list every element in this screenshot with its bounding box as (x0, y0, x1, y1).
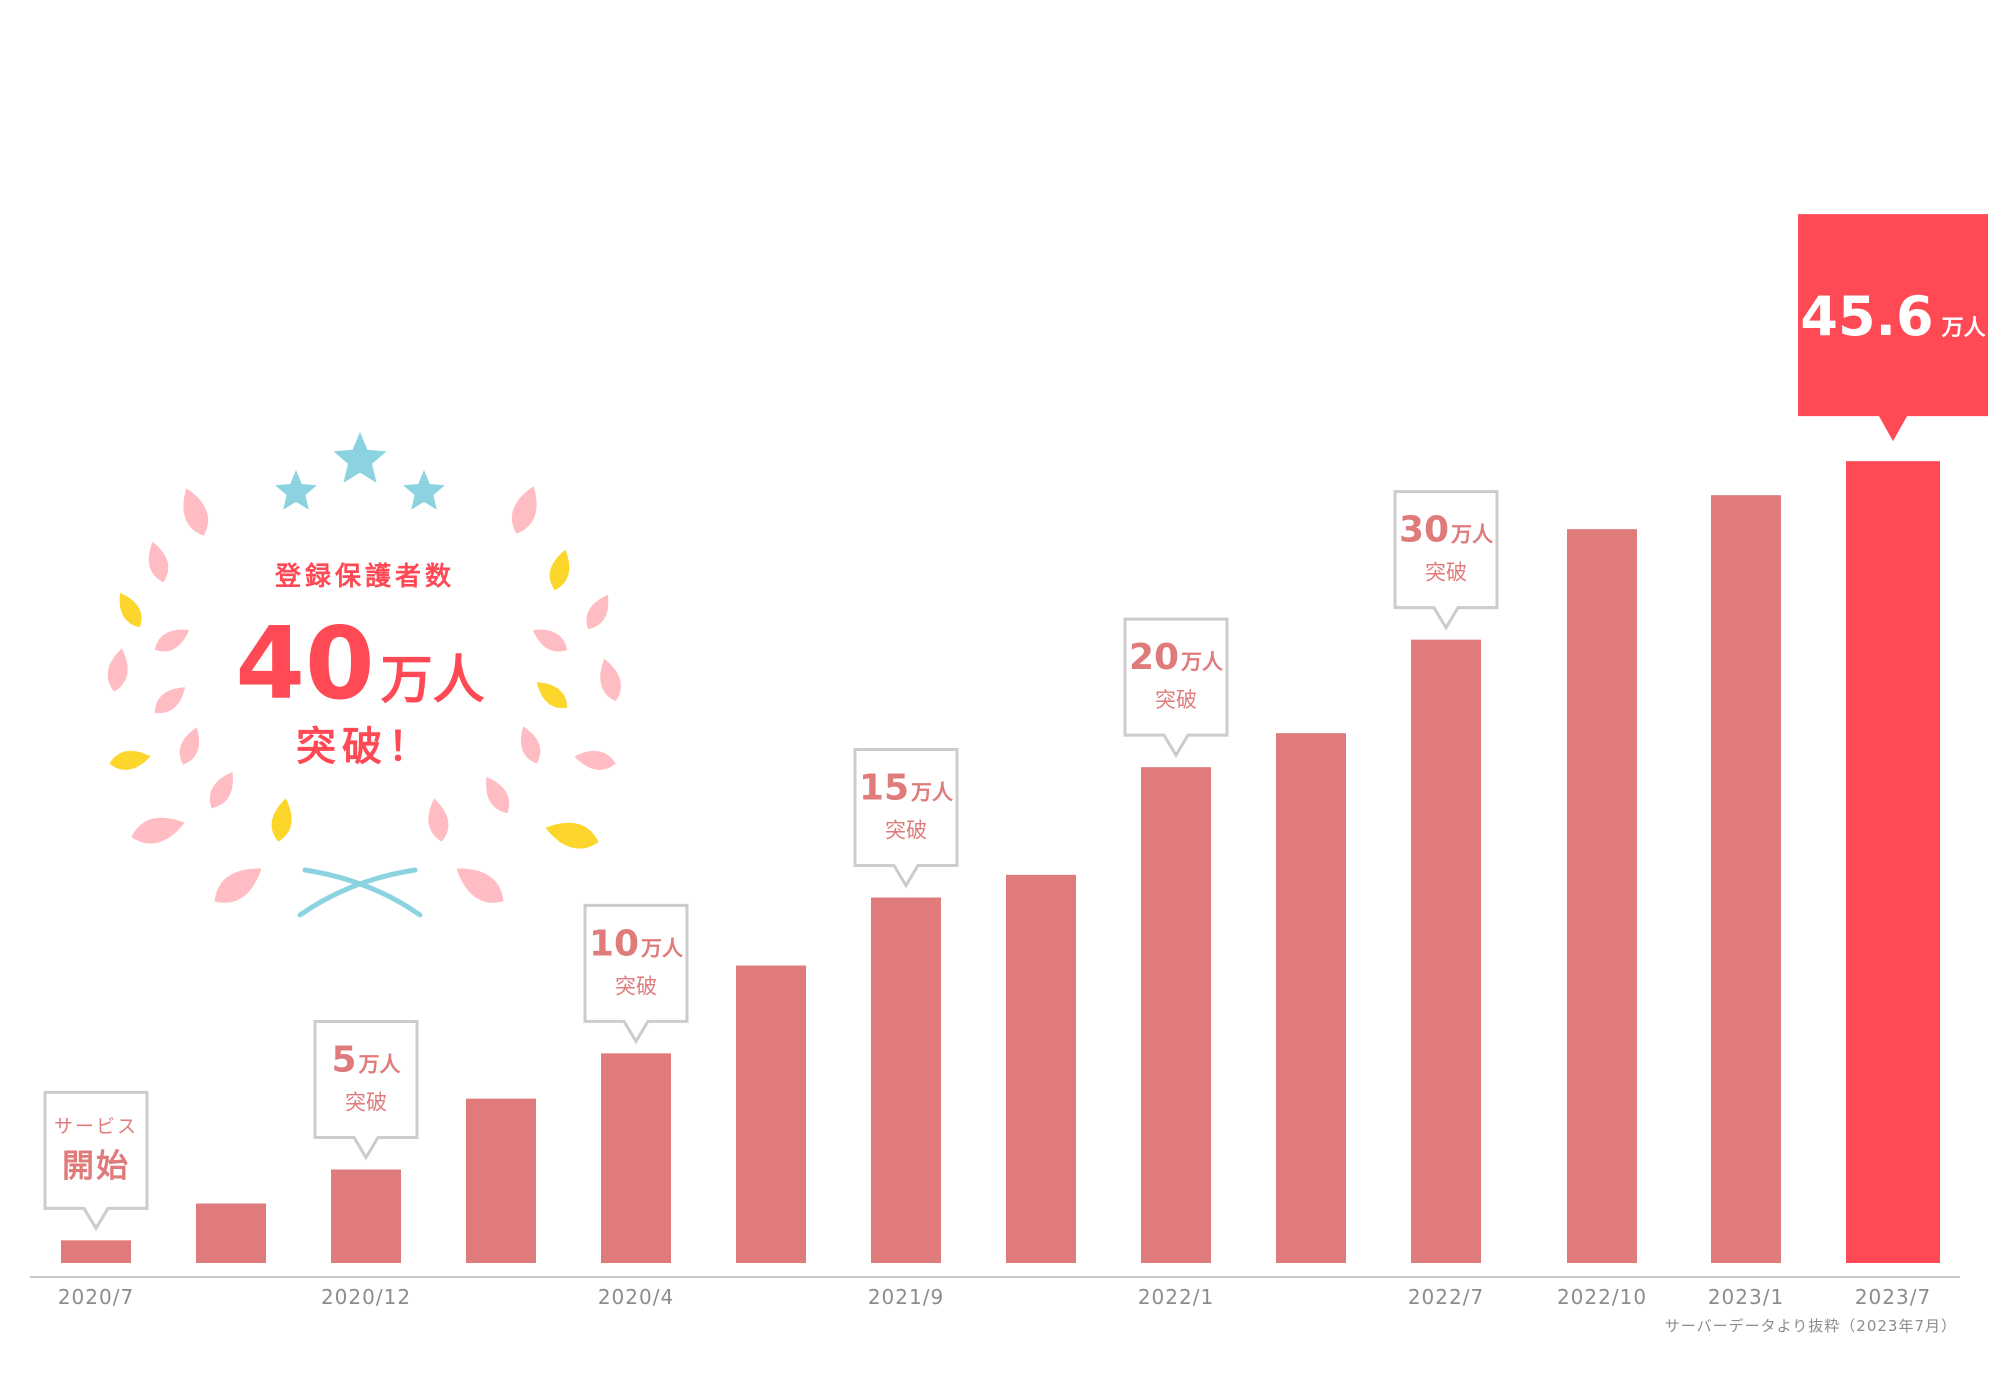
callout-value: 20万人 (1129, 637, 1223, 678)
callout-box (1393, 490, 1499, 631)
bar-6 (871, 897, 941, 1263)
bar-8 (1141, 767, 1211, 1263)
callout-value: 15万人 (859, 768, 953, 809)
leaf-icon (214, 868, 262, 903)
leaf-icon (179, 727, 200, 765)
leaf-icon (600, 658, 621, 702)
leaf-icon (536, 682, 568, 709)
leaf-icon (119, 592, 142, 628)
leaf-icon (109, 750, 151, 770)
final-value: 45.6 万人 (1800, 285, 1985, 348)
badge-title: 登録保護者数 (274, 561, 455, 592)
x-tick-label: 2022/10 (1557, 1285, 1647, 1309)
x-tick-label: 2021/9 (868, 1285, 944, 1309)
leaf-icon (532, 629, 568, 652)
bar-12 (1711, 495, 1781, 1264)
callout-box (1123, 617, 1229, 759)
star-icon (403, 470, 445, 510)
ribbon-icon (297, 867, 418, 918)
callout-box (313, 1020, 419, 1161)
callout-value: 10万人 (589, 923, 683, 964)
source-note: サーバーデータより抜粋（2023年7月） (1665, 1317, 1957, 1335)
bar-10 (1411, 639, 1481, 1263)
leaf-icon (574, 750, 616, 770)
callout-sub: 突破 (345, 1091, 387, 1115)
callout-box (583, 903, 689, 1045)
bar-11 (1567, 529, 1637, 1263)
leaf-icon (209, 771, 233, 809)
leaf-icon (154, 687, 186, 714)
leaf-icon (271, 798, 292, 842)
callout-bottom: 開始 (62, 1146, 130, 1184)
bar-13 (1846, 461, 1940, 1264)
x-tick-label: 2022/1 (1138, 1285, 1214, 1309)
leaf-icon (107, 648, 128, 692)
leaf-icon (549, 549, 570, 591)
bar-9 (1276, 733, 1346, 1263)
leaf-icon (586, 594, 609, 630)
final-callout-box (1798, 214, 1988, 442)
callout-value: 5万人 (331, 1040, 400, 1081)
callout-sub: 突破 (615, 974, 657, 998)
leaf-icon (154, 629, 190, 652)
bars-group (61, 461, 1940, 1264)
bar-1 (196, 1203, 266, 1263)
final-value-callout: 45.6 万人 (1798, 214, 1988, 442)
x-tick-label: 2020/12 (321, 1285, 411, 1309)
badge-sub: 突破！ (296, 724, 434, 770)
x-tick-label: 2023/1 (1708, 1285, 1784, 1309)
callout-sub: 突破 (1155, 688, 1197, 712)
leaf-icon (131, 817, 185, 844)
callout-sub: 突破 (885, 819, 927, 843)
bar-2 (331, 1169, 401, 1263)
leaf-icon (545, 822, 599, 849)
badge-value: 40 万人 (235, 605, 484, 722)
bar-4 (601, 1053, 671, 1263)
bar-5 (736, 965, 806, 1263)
callout-top: サービス (54, 1115, 138, 1137)
leaf-icon (456, 868, 504, 903)
callout-sub: 突破 (1425, 561, 1467, 585)
callout-box (853, 748, 959, 889)
star-icon (333, 432, 387, 483)
x-tick-label: 2023/7 (1855, 1285, 1931, 1309)
bar-0 (61, 1240, 131, 1263)
leaf-icon (486, 776, 510, 814)
leaf-icon (428, 798, 449, 842)
callout-value: 30万人 (1399, 510, 1493, 551)
x-tick-label: 2020/4 (598, 1285, 674, 1309)
ribbon-icon (302, 867, 423, 918)
leaf-icon (511, 486, 537, 534)
leaf-icon (183, 488, 209, 536)
callout-box (43, 1090, 149, 1232)
x-tick-label: 2022/7 (1408, 1285, 1484, 1309)
bar-3 (466, 1098, 536, 1263)
bar-7 (1006, 874, 1076, 1263)
x-tick-labels: 2020/7 2020/12 2020/4 2021/9 2022/1 2022/7 202… (58, 1285, 1931, 1309)
x-tick-label: 2020/7 (58, 1285, 134, 1309)
star-icon (275, 470, 317, 510)
leaf-icon (520, 726, 541, 764)
leaf-icon (148, 541, 169, 583)
